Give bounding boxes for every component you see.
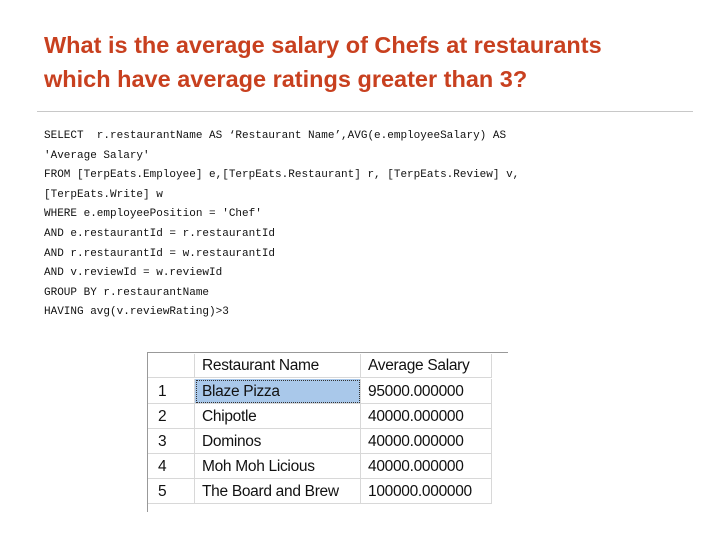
results-grid: Restaurant Name Average Salary 1 Blaze Pizz… xyxy=(147,352,508,512)
cell: Blaze Pizza xyxy=(195,379,361,404)
cell: 40000.000000 xyxy=(361,429,492,454)
cell: Moh Moh Licious xyxy=(195,454,361,479)
cell: Dominos xyxy=(195,429,361,454)
code-line: SELECT r.restaurantName AS ‘Restaurant N… xyxy=(44,130,507,142)
row-number: 1 xyxy=(148,379,195,404)
code-line: 'Average Salary' xyxy=(44,149,150,162)
code-line: HAVING avg(v.reviewRating)>3 xyxy=(44,306,229,319)
code-line: [TerpEats.Write] w xyxy=(44,188,163,201)
cell: 40000.000000 xyxy=(361,404,492,429)
corner-cell xyxy=(148,354,195,378)
title-line: What is the average salary of Chefs at r… xyxy=(44,32,602,58)
row-number: 5 xyxy=(148,479,195,504)
grid-edge xyxy=(147,352,508,353)
row-number: 3 xyxy=(148,429,195,454)
code-line: GROUP BY r.restaurantName xyxy=(44,286,210,299)
column-header: Average Salary xyxy=(361,354,492,378)
cell: 100000.000000 xyxy=(361,479,492,504)
code-line: AND r.restaurantId = w.restaurantId xyxy=(44,247,276,260)
cell: 40000.000000 xyxy=(361,454,492,479)
grid-edge xyxy=(147,352,148,512)
column-header: Restaurant Name xyxy=(195,354,361,378)
cell: The Board and Brew xyxy=(195,479,361,504)
code-line: AND v.reviewId = w.reviewId xyxy=(44,267,223,280)
code-line: WHERE e.employeePosition = 'Chef' xyxy=(44,208,262,221)
row-number: 4 xyxy=(148,454,195,479)
cell: 95000.000000 xyxy=(361,379,492,404)
code-line: AND e.restaurantId = r.restaurantId xyxy=(44,228,276,240)
code-line: FROM [TerpEats.Employee] e,[TerpEats.Res… xyxy=(44,169,520,182)
divider xyxy=(37,111,693,112)
row-number: 2 xyxy=(148,404,195,429)
cell: Chipotle xyxy=(195,404,361,429)
title-line: which have average ratings greater than … xyxy=(44,66,528,92)
